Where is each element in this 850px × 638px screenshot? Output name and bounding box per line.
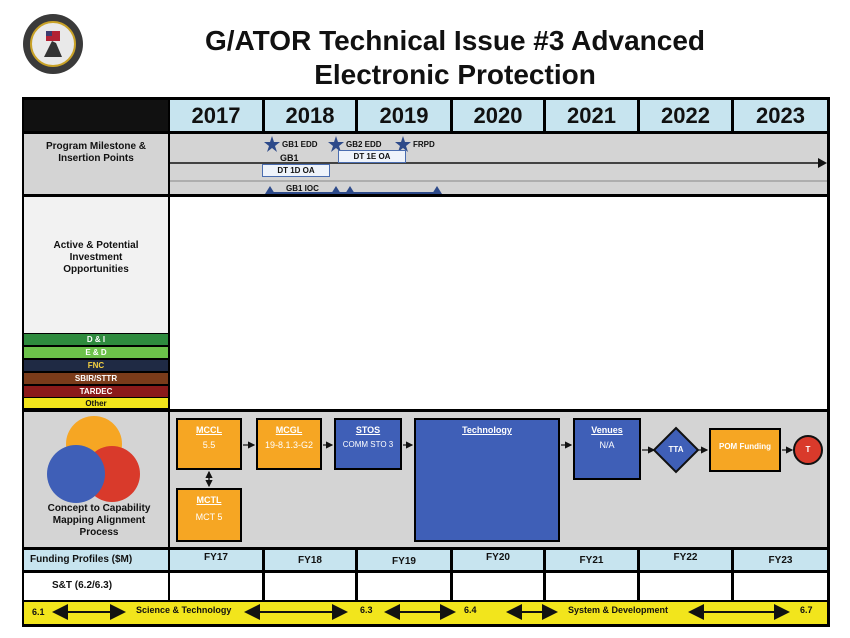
budget-system-development: System & Development bbox=[568, 605, 669, 615]
venues-title: Venues bbox=[591, 425, 623, 435]
technology-box: Technology bbox=[414, 418, 560, 542]
triangle-icon bbox=[265, 186, 275, 194]
budget-6-7: 6.7 bbox=[800, 605, 813, 615]
mccl-box: MCCL 5.5 bbox=[176, 418, 242, 470]
milestone-graphics bbox=[170, 136, 827, 194]
venues-value: N/A bbox=[599, 440, 615, 450]
tta-label: TTA bbox=[668, 445, 684, 454]
triangle-icon bbox=[432, 186, 442, 194]
legend-other: Other bbox=[24, 398, 168, 408]
year-header: 2020 bbox=[453, 100, 543, 131]
star-icon bbox=[264, 136, 280, 152]
legend-tardec: TARDEC bbox=[24, 386, 168, 397]
t-circle-icon bbox=[793, 435, 823, 465]
stos-title: STOS bbox=[355, 425, 381, 435]
venn-diagram-icon bbox=[47, 416, 140, 503]
title-line-2: Electronic Protection bbox=[314, 59, 596, 90]
st-cell bbox=[546, 573, 637, 600]
venues-box: Venues N/A bbox=[573, 418, 641, 480]
fy-cell bbox=[453, 550, 543, 570]
st-cell bbox=[170, 573, 262, 600]
mctl-title: MCTL bbox=[196, 495, 222, 505]
fy-label: FY20 bbox=[486, 552, 510, 563]
fy-cell bbox=[358, 550, 450, 570]
mccl-value: 5.5 bbox=[202, 440, 216, 450]
process-graphics bbox=[205, 426, 823, 488]
year-header: 2021 bbox=[546, 100, 637, 131]
legend-sbir-sttr: SBIR/STTR bbox=[24, 373, 168, 384]
fy-cell bbox=[734, 550, 827, 570]
legend-d-i: D & I bbox=[24, 334, 168, 345]
pom-funding-label: POM Funding bbox=[719, 442, 771, 451]
triangle-icon bbox=[345, 186, 355, 194]
st-cell bbox=[734, 573, 827, 600]
budget-6-3: 6.3 bbox=[360, 605, 373, 615]
year-header: 2018 bbox=[265, 100, 355, 131]
fy-label: FY22 bbox=[673, 552, 698, 563]
logo-seal bbox=[22, 13, 84, 75]
milestone-gb1-edd: GB1 EDD bbox=[282, 140, 318, 149]
fy-label: FY23 bbox=[768, 555, 793, 566]
budget-6-1: 6.1 bbox=[32, 607, 45, 617]
st-cell bbox=[265, 573, 355, 600]
budget-6-4: 6.4 bbox=[464, 605, 477, 615]
year-header: 2022 bbox=[640, 100, 731, 131]
t-label: T bbox=[805, 445, 811, 454]
mctl-value: MCT 5 bbox=[195, 512, 223, 522]
fy-label: FY17 bbox=[204, 552, 228, 563]
title-line-1: G/ATOR Technical Issue #3 Advanced bbox=[204, 25, 706, 56]
milestone-dt1e-box: DT 1E OA bbox=[338, 150, 406, 163]
milestone-gb2-edd: GB2 EDD bbox=[346, 140, 382, 149]
funding-row-label: Funding Profiles ($M) bbox=[30, 554, 133, 565]
investment-area bbox=[170, 197, 827, 409]
st-cell bbox=[640, 573, 731, 600]
mctl-box: MCTL MCT 5 bbox=[176, 488, 242, 542]
st-cell bbox=[453, 573, 543, 600]
header-corner bbox=[24, 100, 168, 131]
milestone-gb1: GB1 bbox=[280, 153, 299, 163]
star-icon bbox=[328, 136, 344, 152]
fy-cell bbox=[640, 550, 731, 570]
year-header: 2023 bbox=[734, 100, 827, 131]
fy-label: FY19 bbox=[392, 556, 416, 567]
pom-funding-box: POM Funding bbox=[709, 428, 781, 472]
year-header: 2019 bbox=[358, 100, 450, 131]
page-title: G/ATOR Technical Issue #3 Advanced Elect… bbox=[110, 24, 800, 92]
investment-row-label: Active & Potential Investment Opportunit… bbox=[53, 240, 139, 275]
funding-label-cell bbox=[24, 550, 168, 570]
budget-arrows bbox=[52, 604, 790, 620]
investment-label-cell bbox=[24, 197, 168, 333]
tta-diamond-icon bbox=[652, 426, 700, 474]
mccl-title: MCCL bbox=[196, 425, 222, 435]
stos-box: STOS COMM STO 3 bbox=[334, 418, 402, 470]
fy-cell bbox=[546, 550, 637, 570]
milestone-dt1d-box: DT 1D OA bbox=[262, 164, 330, 177]
milestone-gb1-ioc: GB1 IOC bbox=[286, 184, 319, 193]
fy-cell bbox=[170, 550, 262, 570]
legend-fnc: FNC bbox=[24, 360, 168, 371]
st-cell bbox=[358, 573, 450, 600]
legend-e-d: E & D bbox=[24, 347, 168, 358]
budget-science-technology: Science & Technology bbox=[136, 605, 232, 615]
capability-row-label: Concept to Capability Mapping Alignment … bbox=[47, 503, 151, 538]
milestone-frpd: FRPD bbox=[413, 140, 435, 149]
triangle-icon bbox=[331, 186, 341, 194]
star-icon bbox=[395, 136, 411, 152]
st-row-label: S&T (6.2/6.3) bbox=[52, 580, 113, 591]
fy-label: FY21 bbox=[579, 555, 604, 566]
fy-cell bbox=[265, 550, 355, 570]
technology-title: Technology bbox=[462, 425, 512, 435]
mcgl-value: 19-8.1.3-G2 bbox=[264, 440, 314, 450]
milestone-row-label: Program Milestone & Insertion Points bbox=[45, 141, 147, 164]
mcgl-title: MCGL bbox=[275, 425, 303, 435]
milestone-label-cell bbox=[24, 134, 168, 194]
mcgl-box: MCGL 19-8.1.3-G2 bbox=[256, 418, 322, 470]
fy-label: FY18 bbox=[298, 555, 322, 566]
stos-value: COMM STO 3 bbox=[342, 440, 394, 449]
st-label-cell bbox=[24, 573, 168, 600]
year-header: 2017 bbox=[170, 100, 262, 131]
